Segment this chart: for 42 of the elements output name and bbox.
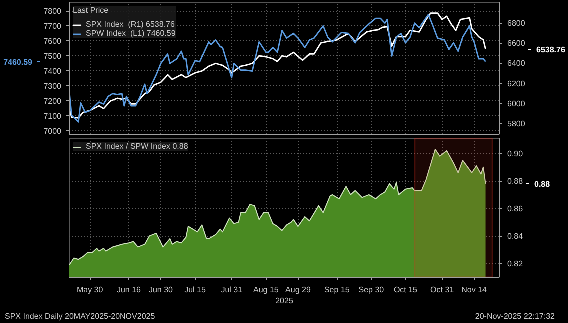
y-tick-label: 7400 — [44, 66, 62, 76]
legend-title: Last Price — [73, 6, 110, 15]
y-tick-label: 0.82 — [508, 260, 524, 269]
y2-tick-label: 6400 — [508, 59, 526, 68]
x-tick-label: Nov 14 — [462, 286, 488, 294]
legend-label: SPX Index / SPW Index 0.88 — [86, 142, 188, 151]
y-tick-label: 7300 — [44, 82, 62, 91]
x-tick-label: Aug 29 — [286, 286, 312, 294]
x-axis-title: 2025 — [276, 296, 294, 306]
x-tick-label: Jul 31 — [221, 286, 244, 294]
y-tick-label: 0.90 — [508, 150, 524, 159]
y-tick-label: 7100 — [44, 112, 62, 121]
legend-label: SPW Index (L1) 7460.59 — [86, 29, 176, 38]
x-tick-label: Jun 30 — [148, 286, 174, 294]
y-tick-label: 0.88 — [508, 177, 524, 186]
y2-tick-label: 6800 — [508, 19, 526, 28]
y2-tick-label: 6600 — [508, 39, 526, 48]
y-tick-label: 7600 — [44, 36, 62, 46]
text: 0.88 — [534, 180, 551, 189]
x-tick-label: Sep 30 — [358, 286, 385, 294]
text: 6538.76 — [536, 45, 566, 54]
x-tick-label: Oct 31 — [430, 286, 455, 294]
x-tick-label: May 30 — [76, 286, 104, 294]
legend-label: SPX Index (R1) 6538.76 — [86, 20, 175, 29]
x-tick-label: Sep 15 — [324, 286, 350, 294]
y2-tick-label: 5800 — [508, 119, 526, 128]
y-tick-label: 0.84 — [508, 232, 524, 242]
y-tick-label: 7500 — [44, 52, 62, 61]
text: SPX Index Daily 20MAY2025-20NOV2025 — [5, 311, 156, 322]
y-tick-label: 7800 — [44, 7, 62, 16]
text: 7460.59 — [4, 58, 34, 67]
text: 20-Nov-2025 22:17:32 — [475, 311, 555, 322]
y-tick-label: 7000 — [44, 126, 62, 136]
x-tick-label: Jun 16 — [116, 286, 142, 294]
y2-tick-label: 6000 — [508, 99, 526, 108]
y2-tick-label: 6200 — [508, 79, 526, 88]
x-tick-label: Aug 15 — [254, 286, 280, 294]
x-tick-label: Jul 15 — [184, 286, 207, 294]
y-tick-label: 0.86 — [508, 204, 524, 214]
y-tick-label: 7200 — [44, 96, 62, 106]
y-tick-label: 7700 — [44, 22, 62, 31]
x-tick-label: Oct 15 — [394, 286, 418, 294]
